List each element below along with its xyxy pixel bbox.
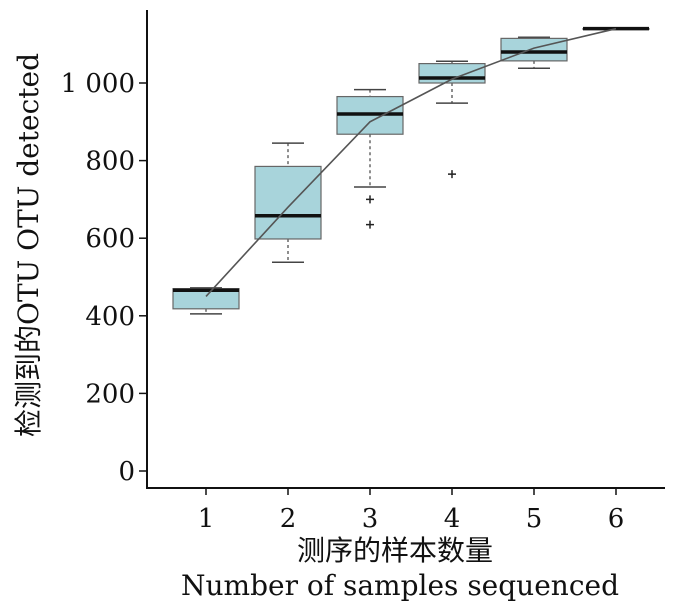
plot-area (172, 26, 650, 315)
x-axis-title-en: Number of samples sequenced (181, 569, 619, 602)
box-category-4 (418, 60, 486, 179)
y-tick-label: 200 (85, 379, 135, 409)
y-tick-label: 400 (85, 302, 135, 332)
outlier-point (366, 220, 374, 229)
outlier-point (448, 170, 456, 179)
x-tick-label: 4 (444, 504, 461, 534)
x-tick-label: 1 (198, 504, 215, 534)
y-tick-label: 1 000 (61, 69, 135, 99)
y-tick-label: 600 (85, 224, 135, 254)
axes: 0 200 400 600 800 1 000 1 2 3 4 5 6 (61, 10, 665, 534)
trend-line (205, 27, 617, 297)
box-category-2 (254, 142, 322, 264)
x-tick-label: 2 (280, 504, 297, 534)
box-category-1 (172, 287, 240, 315)
x-axis-title-zh: 测序的样本数量 (297, 534, 493, 567)
x-tick-label: 6 (608, 504, 625, 534)
box-iqr (254, 165, 322, 240)
y-axis-title: 检测到的OTU OTU detected (12, 53, 45, 437)
x-tick-label: 3 (362, 504, 379, 534)
box-iqr (418, 62, 486, 84)
x-tick-label: 5 (526, 504, 543, 534)
outlier-point (366, 195, 374, 204)
y-tick-label: 0 (118, 457, 135, 487)
box-category-3 (336, 88, 404, 229)
y-tick-label: 800 (85, 147, 135, 177)
